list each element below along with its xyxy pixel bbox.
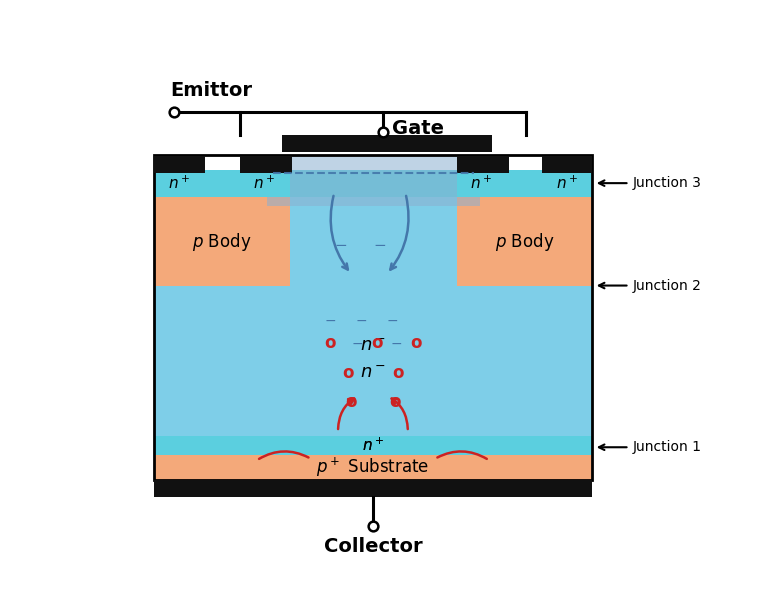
Text: o: o [324, 335, 336, 352]
Bar [154, 435, 592, 455]
Bar [542, 162, 592, 197]
Text: $-$: $-$ [373, 236, 386, 251]
Bar [154, 480, 592, 496]
Text: $-$: $-$ [387, 313, 398, 327]
Bar [239, 162, 290, 197]
Bar [154, 156, 592, 170]
Text: $n^+$: $n^+$ [253, 175, 276, 192]
Text: $-$: $-$ [355, 313, 367, 327]
Bar [154, 455, 592, 480]
Text: $p$ Body: $p$ Body [192, 231, 252, 253]
Text: o: o [392, 363, 403, 381]
Bar [457, 162, 507, 197]
Bar [154, 156, 205, 173]
Bar [154, 285, 592, 435]
Bar [283, 135, 491, 151]
Bar [154, 154, 592, 480]
Bar [266, 156, 480, 206]
Text: $-$: $-$ [334, 236, 347, 251]
Bar [457, 197, 592, 285]
Bar [154, 197, 290, 285]
Text: $n^+$: $n^+$ [168, 175, 190, 192]
Bar [154, 162, 205, 197]
Text: $n^+$: $n^+$ [362, 437, 384, 454]
Text: Gate: Gate [392, 119, 444, 138]
Text: $n^+$: $n^+$ [557, 175, 578, 192]
Text: Junction 2: Junction 2 [632, 279, 701, 293]
Text: Junction 1: Junction 1 [632, 440, 701, 454]
Text: $-$: $-$ [351, 336, 363, 351]
Text: $n^-$: $n^-$ [360, 336, 386, 355]
Bar [239, 156, 292, 173]
Text: $p^+$ Substrate: $p^+$ Substrate [316, 456, 430, 479]
Bar [290, 197, 457, 285]
Bar [457, 156, 508, 173]
Text: $n^+$: $n^+$ [362, 437, 384, 454]
Text: o: o [346, 393, 357, 411]
Text: $-$: $-$ [324, 313, 336, 327]
Text: o: o [410, 335, 421, 352]
Text: $n^+$: $n^+$ [470, 175, 493, 192]
Text: $n^-$: $n^-$ [360, 363, 386, 381]
Bar [154, 170, 592, 197]
Text: Collector: Collector [323, 536, 422, 555]
Text: Junction 3: Junction 3 [632, 176, 701, 190]
Text: o: o [343, 363, 354, 381]
Text: $-$: $-$ [390, 336, 402, 351]
Text: $p$ Body: $p$ Body [495, 231, 554, 253]
Text: o: o [371, 335, 383, 352]
Text: o: o [389, 393, 400, 411]
Bar [542, 156, 592, 173]
Text: Emittor: Emittor [170, 81, 252, 100]
